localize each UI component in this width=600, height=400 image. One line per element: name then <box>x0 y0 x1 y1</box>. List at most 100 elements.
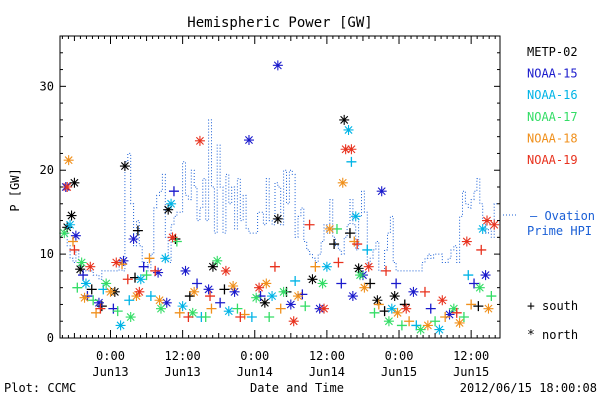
noaa-17-south-point <box>369 307 380 318</box>
noaa-18-north-point <box>63 155 74 166</box>
noaa-15-north-point <box>203 284 214 295</box>
noaa-17-south-point <box>112 306 123 317</box>
noaa-15-north-point <box>161 297 172 308</box>
noaa-16-north-point <box>434 324 445 335</box>
noaa-15-north-point <box>153 267 164 278</box>
legend-noaa-18: NOAA-18 <box>527 131 578 145</box>
noaa-18-south-point <box>67 236 78 247</box>
noaa-19-north-point <box>134 286 145 297</box>
noaa-17-north-point <box>59 228 70 239</box>
noaa-16-north-point <box>160 253 171 264</box>
noaa-18-north-point <box>293 291 304 302</box>
metp-02-south-point <box>379 306 390 317</box>
noaa-18-north-point <box>105 286 116 297</box>
noaa-17-north-point <box>415 324 426 335</box>
legend-marker-south-label: south <box>542 299 578 313</box>
noaa-16-north-point <box>115 320 126 331</box>
noaa-18-north-point <box>131 291 142 302</box>
noaa-18-south-point <box>91 307 102 318</box>
noaa-17-south-point <box>430 316 441 327</box>
metp-02-north-point <box>207 261 218 272</box>
noaa-19-north-point <box>220 265 231 276</box>
noaa-19-south-point <box>333 257 344 268</box>
metp-02-north-point <box>272 213 283 224</box>
noaa-16-south-point <box>346 156 357 167</box>
noaa-19-north-point <box>194 135 205 146</box>
metp-02-south-point <box>132 225 143 236</box>
noaa-15-north-point <box>70 230 81 241</box>
noaa-17-south-point <box>486 291 497 302</box>
metp-02-north-point <box>119 161 130 172</box>
noaa-17-north-point <box>355 270 366 281</box>
noaa-17-north-point <box>187 307 198 318</box>
metp-02-north-point <box>75 264 86 275</box>
noaa-17-north-point <box>155 303 166 314</box>
x-tick-time-label: 12:00 <box>453 349 489 363</box>
timestamp: 2012/06/15 18:00:08 <box>460 381 597 395</box>
noaa-15-north-point <box>243 135 254 146</box>
noaa-16-north-point <box>65 219 76 230</box>
axes: 0 10 20 30 0:00 Jun13 12:00 Jun13 0:00 Jun14 12:00… <box>40 36 500 379</box>
noaa-17-south-point <box>200 312 211 323</box>
noaa-19-south-point <box>269 261 280 272</box>
noaa-16-north-point <box>321 261 332 272</box>
metp-02-south-point <box>86 284 97 295</box>
noaa-19-north-point <box>340 144 351 155</box>
noaa-18-north-point <box>359 282 370 293</box>
metp-02-south-point <box>219 284 230 295</box>
noaa-16-north-point <box>477 223 488 234</box>
noaa-17-south-point <box>88 295 99 306</box>
noaa-19-north-point <box>363 261 374 272</box>
noaa-15-south-point <box>108 303 119 314</box>
noaa-15-north-point <box>480 270 491 281</box>
noaa-16-north-point <box>343 124 354 135</box>
noaa-19-south-point <box>122 274 133 285</box>
noaa-18-north-point <box>79 292 90 303</box>
noaa-18-south-point <box>310 261 321 272</box>
noaa-19-south-point <box>304 219 315 230</box>
noaa-17-north-point <box>251 292 262 303</box>
noaa-18-south-point <box>206 303 217 314</box>
noaa-18-south-point <box>144 253 155 264</box>
noaa-16-north-point <box>177 301 188 312</box>
noaa-18-north-point <box>261 278 272 289</box>
x-tick-date-label: Jun13 <box>92 365 128 379</box>
legend-noaa-15: NOAA-15 <box>527 67 578 81</box>
noaa-17-north-point <box>76 257 87 268</box>
noaa-19-south-point <box>69 244 80 255</box>
noaa-16-south-point <box>246 312 257 323</box>
noaa-15-north-point <box>180 265 191 276</box>
noaa-16-south-point <box>463 270 474 281</box>
noaa-15-north-point <box>376 186 387 197</box>
noaa-17-north-point <box>474 282 485 293</box>
legend-ovation-line1: – Ovation <box>530 209 595 223</box>
noaa-17-south-point <box>396 320 407 331</box>
noaa-17-north-point <box>448 303 459 314</box>
noaa-15-north-point <box>93 297 104 308</box>
noaa-19-north-point <box>85 261 96 272</box>
noaa-15-north-point <box>128 234 139 245</box>
noaa-18-south-point <box>239 309 250 320</box>
noaa-17-north-point <box>317 278 328 289</box>
noaa-18-south-point <box>404 316 415 327</box>
noaa-19-north-point <box>62 182 73 192</box>
noaa-15-south-point <box>192 278 203 289</box>
metp-02-north-point <box>307 274 318 285</box>
noaa-16-south-point <box>145 291 156 302</box>
noaa-16-south-point <box>124 295 135 306</box>
noaa-17-south-point <box>72 282 83 293</box>
noaa-19-south-point <box>476 244 487 255</box>
metp-02-north-point <box>339 114 350 125</box>
noaa-16-north-point <box>386 303 397 314</box>
metp-02-south-point <box>473 301 484 312</box>
noaa-16-north-point <box>135 274 146 285</box>
noaa-17-north-point <box>101 278 112 289</box>
metp-02-south-point <box>344 228 355 239</box>
noaa-15-north-point <box>272 60 283 71</box>
noaa-15-south-point <box>138 261 149 272</box>
noaa-15-south-point <box>215 297 226 308</box>
noaa-19-north-point <box>319 303 329 314</box>
x-tick-time-label: 0:00 <box>240 349 269 363</box>
noaa-15-north-point <box>347 291 358 302</box>
